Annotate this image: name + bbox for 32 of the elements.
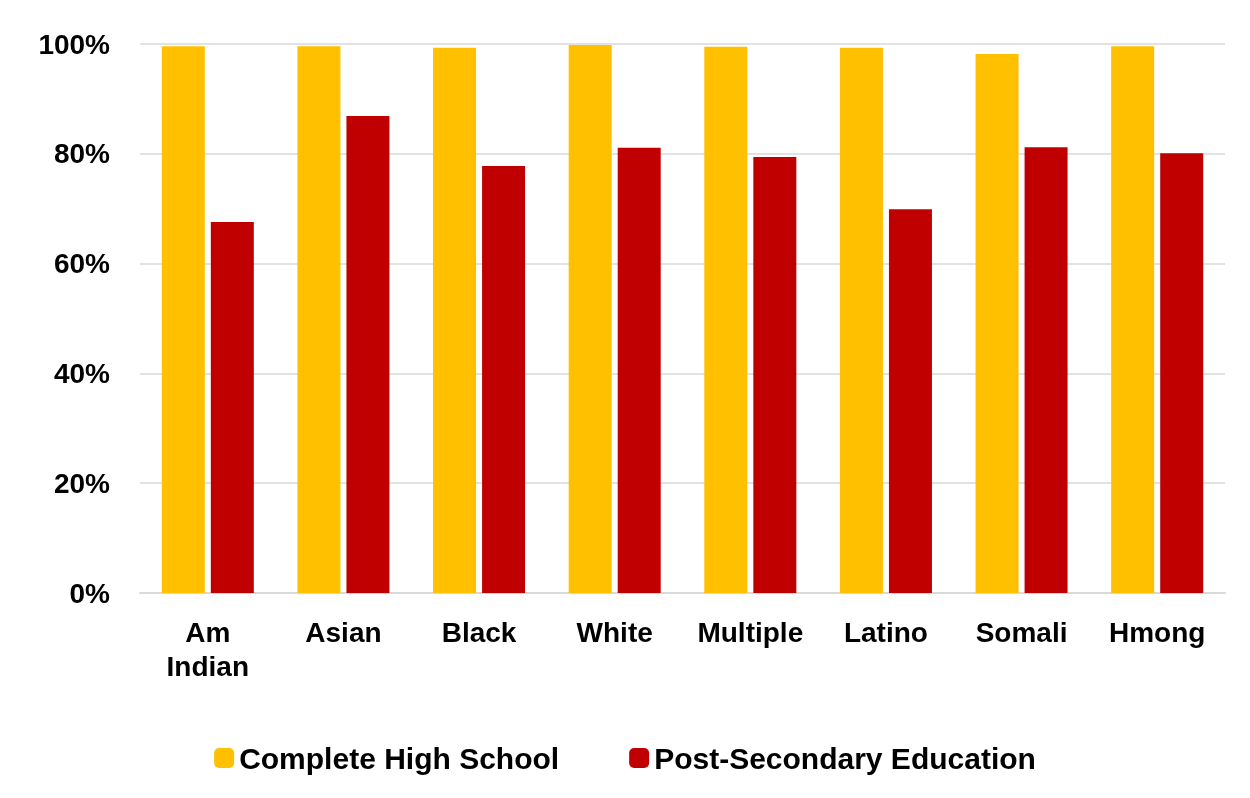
- x-tick-label: Multiple: [697, 616, 804, 648]
- bar: [1111, 46, 1155, 593]
- bar: [888, 209, 932, 593]
- y-tick-label: 20%: [53, 467, 111, 499]
- bar: [839, 47, 883, 593]
- y-tick-label: 0%: [69, 577, 111, 609]
- y-tick-label: 100%: [38, 28, 111, 60]
- bar: [568, 45, 612, 593]
- x-tick-label: White: [576, 616, 653, 648]
- legend-label: Post-Secondary Education: [654, 741, 1036, 775]
- x-tick-label: Somali: [975, 616, 1068, 648]
- x-tick-label: Asian: [305, 616, 382, 648]
- bar: [482, 165, 526, 593]
- bar: [210, 221, 254, 593]
- bar: [975, 53, 1019, 593]
- x-tick-label: Am Indian: [166, 616, 250, 682]
- y-tick-label: 80%: [53, 138, 111, 170]
- y-tick-label: 40%: [53, 357, 111, 389]
- bar: [617, 147, 661, 593]
- bar: [704, 46, 748, 593]
- x-tick-label: Black: [441, 616, 517, 648]
- bar: [433, 47, 477, 593]
- x-tick-label: Latino: [843, 616, 928, 648]
- bar: [1024, 147, 1068, 593]
- x-tick-label: Hmong: [1108, 616, 1206, 648]
- bar: [297, 46, 341, 593]
- bar: [346, 115, 390, 593]
- y-tick-label: 60%: [53, 248, 111, 280]
- bar: [753, 157, 797, 593]
- bar: [161, 46, 205, 593]
- bar: [1160, 153, 1204, 593]
- legend-label: Complete High School: [239, 741, 560, 775]
